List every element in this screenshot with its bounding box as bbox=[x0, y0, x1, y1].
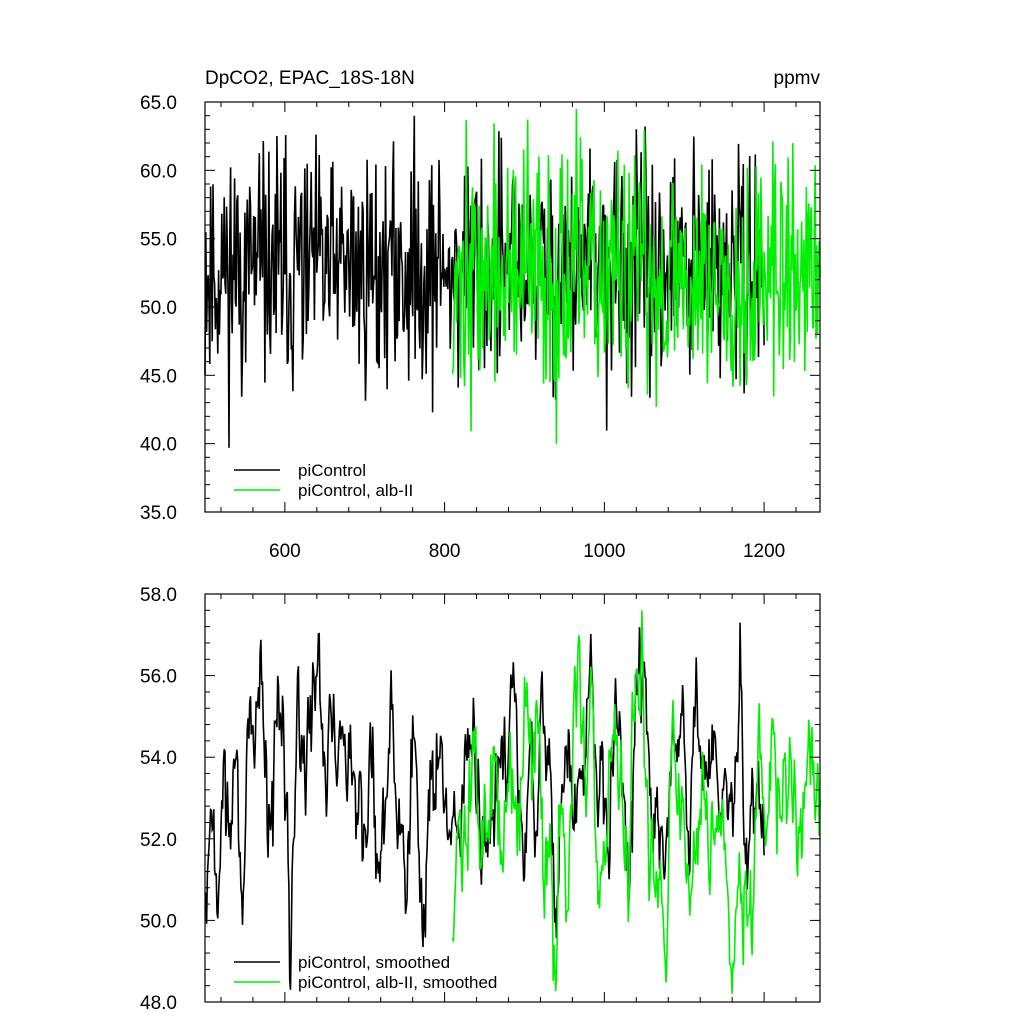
y-tick-label: 65.0 bbox=[140, 93, 177, 114]
legend-label-picontrol-alb-ii: piControl, alb-II bbox=[298, 481, 413, 500]
top-panel-legend: piControl piControl, alb-II bbox=[234, 461, 413, 500]
x-tick-label: 1000 bbox=[583, 541, 625, 562]
x-tick-label: 600 bbox=[269, 541, 301, 562]
bottom-panel-legend: piControl, smoothed piControl, alb-II, s… bbox=[234, 953, 497, 992]
bottom-panel-series bbox=[204, 610, 821, 994]
bottom-panel: 48.0 50.0 52.0 54.0 56.0 58.0 piControl, smoo… bbox=[140, 585, 821, 1014]
top-panel-axes: 35.0 40.0 45.0 50.0 55.0 60.0 65.0 600 800 1000 12… bbox=[140, 93, 821, 562]
series-line-picontrol-alb-ii bbox=[451, 108, 821, 444]
series-line-picontrol-alb-ii-smoothed bbox=[451, 610, 821, 994]
top-panel-title: DpCO2, EPAC_18S-18N bbox=[205, 68, 415, 89]
y-tick-label: 40.0 bbox=[140, 435, 177, 456]
legend-label-picontrol: piControl bbox=[298, 461, 366, 480]
x-tick-label: 800 bbox=[429, 541, 461, 562]
y-tick-label: 50.0 bbox=[140, 911, 177, 932]
top-panel: DpCO2, EPAC_18S-18N ppmv 35.0 40.0 45.0 50.… bbox=[140, 68, 821, 562]
y-tick-label: 45.0 bbox=[140, 366, 177, 387]
y-tick-label: 55.0 bbox=[140, 230, 177, 251]
plot-frame bbox=[204, 593, 821, 1003]
bottom-panel-axes: 48.0 50.0 52.0 54.0 56.0 58.0 bbox=[140, 585, 821, 1014]
y-tick-label: 56.0 bbox=[140, 667, 177, 688]
y-tick-label: 60.0 bbox=[140, 161, 177, 182]
y-tick-label: 54.0 bbox=[140, 748, 177, 769]
y-tick-label: 48.0 bbox=[140, 993, 177, 1014]
y-tick-label: 50.0 bbox=[140, 298, 177, 319]
legend-label-picontrol-alb-ii-smoothed: piControl, alb-II, smoothed bbox=[298, 973, 497, 992]
x-tick-label: 1200 bbox=[743, 541, 785, 562]
y-tick-label: 52.0 bbox=[140, 830, 177, 851]
y-tick-label: 35.0 bbox=[140, 503, 177, 524]
top-panel-series bbox=[204, 108, 821, 448]
y-tick-label: 58.0 bbox=[140, 585, 177, 606]
top-panel-units: ppmv bbox=[774, 68, 821, 89]
legend-label-picontrol-smoothed: piControl, smoothed bbox=[298, 953, 450, 972]
